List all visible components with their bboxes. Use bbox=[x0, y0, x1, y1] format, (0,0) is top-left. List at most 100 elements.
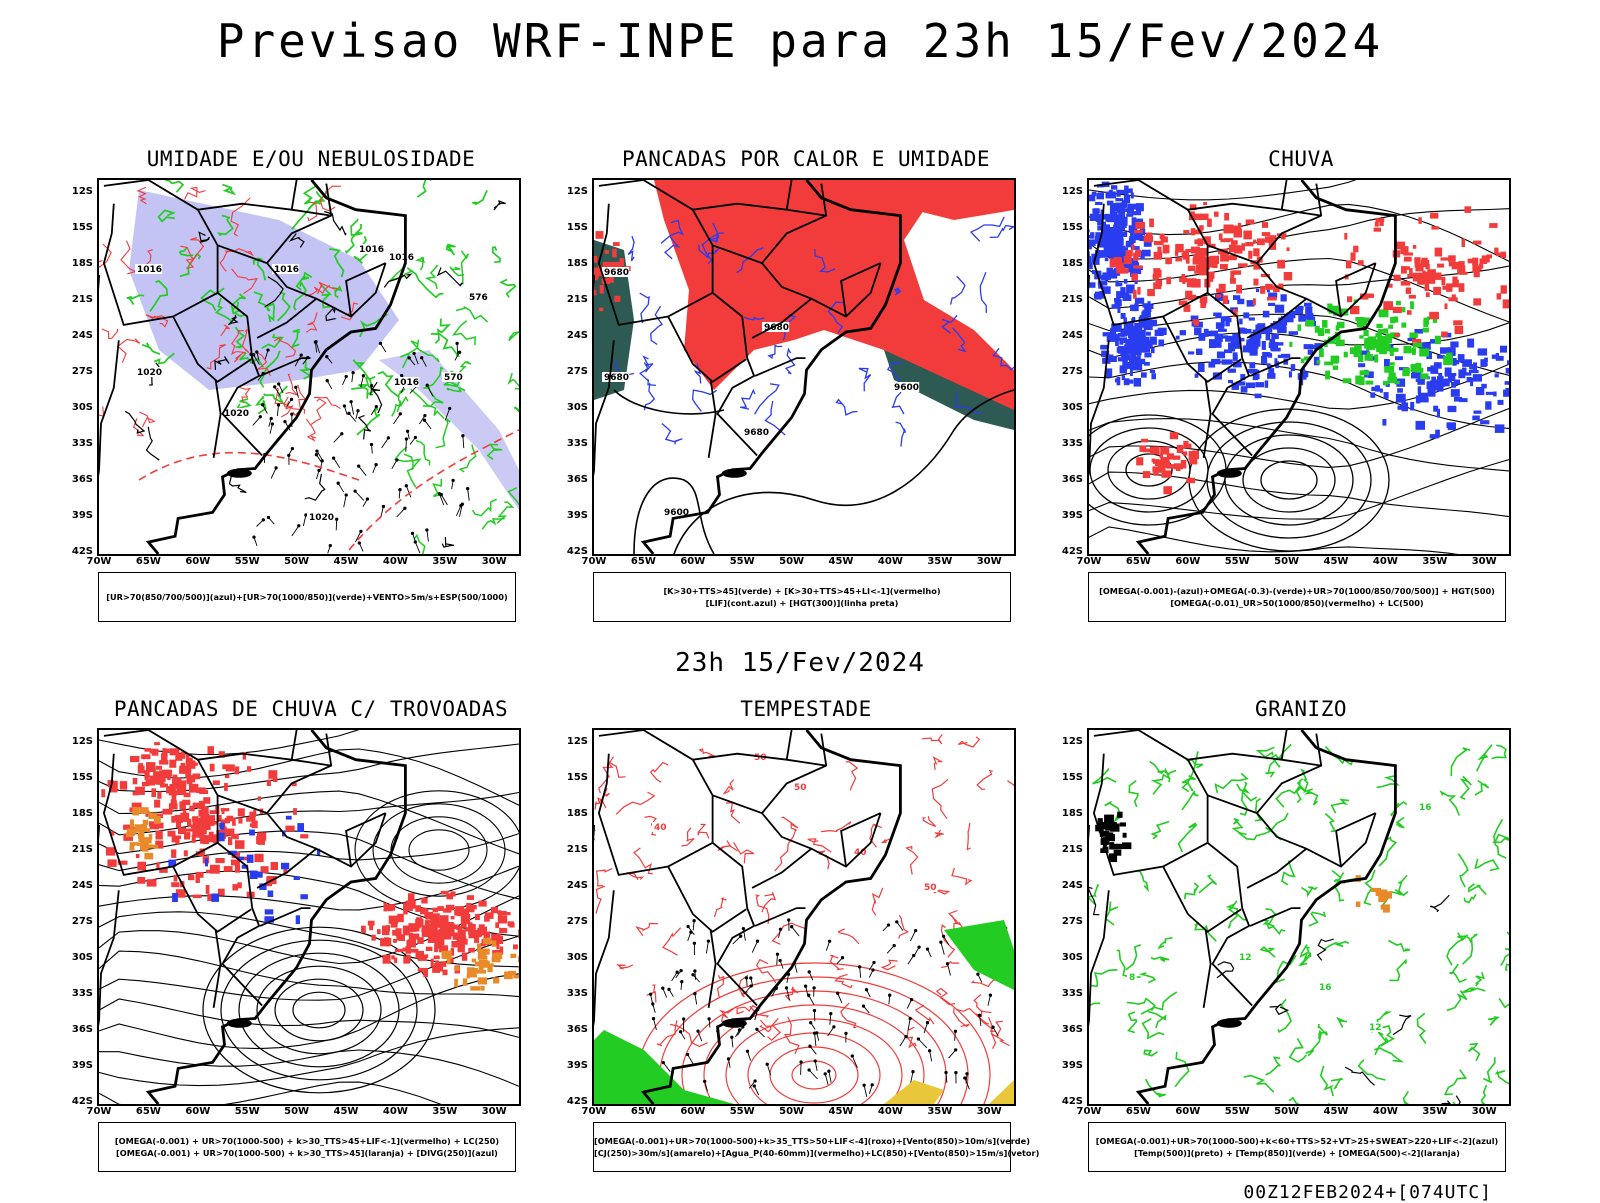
longitude-tick-label: 45W bbox=[821, 1106, 861, 1117]
latitude-tick-label: 15S bbox=[65, 222, 93, 233]
latitude-tick-label: 12S bbox=[65, 736, 93, 747]
contour-label: 1016 bbox=[274, 265, 299, 275]
contour-label: 12 bbox=[1369, 1023, 1382, 1033]
contour-label: 9600 bbox=[894, 383, 919, 393]
panel-legend: [UR>70(850/700/500)](azul)+[UR>70(1000/8… bbox=[98, 572, 516, 622]
contour-label: 9680 bbox=[604, 268, 629, 278]
contour-label: 9680 bbox=[744, 428, 769, 438]
latitude-tick-label: 24S bbox=[560, 330, 588, 341]
latitude-tick-label: 27S bbox=[560, 366, 588, 377]
estuary bbox=[1217, 1019, 1241, 1027]
map-boundaries bbox=[1089, 730, 1395, 1104]
border-line bbox=[668, 867, 746, 932]
longitude-tick-label: 55W bbox=[1217, 1106, 1257, 1117]
latitude-tick-label: 39S bbox=[65, 510, 93, 521]
latitude-tick-label: 18S bbox=[65, 808, 93, 819]
longitude-tick-label: 50W bbox=[277, 1106, 317, 1117]
latitude-tick-label: 33S bbox=[560, 438, 588, 449]
forecast-time-subtitle: 23h 15/Fev/2024 bbox=[0, 648, 1600, 678]
longitude-tick-label: 55W bbox=[227, 1106, 267, 1117]
latitude-tick-label: 36S bbox=[1055, 474, 1083, 485]
map-panel: 1016102010161016102010161020101610165765… bbox=[97, 178, 521, 556]
longitude-tick-label: 65W bbox=[128, 556, 168, 567]
border-line bbox=[1204, 380, 1211, 458]
latitude-tick-label: 24S bbox=[65, 330, 93, 341]
border-line bbox=[1208, 795, 1376, 866]
longitude-tick-label: 60W bbox=[178, 1106, 218, 1117]
legend-line: [Temp(500)](preto) + [Temp(850)](verde) … bbox=[1089, 1147, 1505, 1159]
latitude-tick-label: 18S bbox=[65, 258, 93, 269]
latitude-tick-label: 36S bbox=[560, 474, 588, 485]
latitude-tick-label: 33S bbox=[560, 988, 588, 999]
border-line bbox=[762, 734, 826, 814]
panel-legend: [OMEGA(-0.001)-(azul)+OMEGA(-0.3)-(verde… bbox=[1088, 572, 1506, 622]
temp500-contours bbox=[1089, 887, 1460, 1104]
latitude-tick-label: 27S bbox=[1055, 366, 1083, 377]
border-line bbox=[599, 730, 757, 1006]
jet-yellow-south bbox=[884, 1080, 944, 1104]
longitude-tick-label: 45W bbox=[326, 1106, 366, 1117]
contour-label: 1020 bbox=[137, 368, 162, 378]
latitude-tick-label: 33S bbox=[65, 438, 93, 449]
panel-title: CHUVA bbox=[1091, 147, 1511, 171]
border-line bbox=[787, 730, 792, 760]
panel-title: PANCADAS DE CHUVA C/ TROVOADAS bbox=[101, 697, 521, 721]
latitude-tick-label: 12S bbox=[560, 736, 588, 747]
longitude-tick-label: 60W bbox=[673, 1106, 713, 1117]
longitude-tick-label: 35W bbox=[425, 556, 465, 567]
border-line bbox=[599, 754, 713, 875]
latitude-tick-label: 36S bbox=[560, 1024, 588, 1035]
contour-label: 1020 bbox=[224, 409, 249, 419]
omega-orange-spots bbox=[1356, 875, 1393, 912]
border-line bbox=[1188, 754, 1321, 766]
contour-label: 570 bbox=[444, 373, 463, 383]
border-line bbox=[214, 930, 221, 1008]
map-panel bbox=[97, 728, 521, 1106]
latitude-tick-label: 33S bbox=[1055, 988, 1083, 999]
convective-red-band bbox=[361, 891, 519, 977]
longitude-tick-label: 70W bbox=[79, 1106, 119, 1117]
latitude-tick-label: 30S bbox=[1055, 402, 1083, 413]
longitude-tick-label: 65W bbox=[1118, 1106, 1158, 1117]
estuary bbox=[227, 1019, 251, 1027]
longitude-tick-label: 40W bbox=[1365, 1106, 1405, 1117]
latitude-tick-label: 27S bbox=[560, 916, 588, 927]
latitude-tick-label: 27S bbox=[65, 366, 93, 377]
legend-line: [K>30+TTS>45](verde) + [K>30+TTS>45+LI<-… bbox=[594, 585, 1010, 597]
longitude-tick-label: 60W bbox=[178, 556, 218, 567]
latitude-tick-label: 12S bbox=[65, 186, 93, 197]
divergence-blue bbox=[168, 816, 320, 924]
dashed-thickness-line bbox=[139, 430, 519, 550]
main-title: Previsao WRF-INPE para 23h 15/Fev/2024 bbox=[0, 14, 1600, 68]
border-line bbox=[1250, 908, 1300, 926]
latitude-tick-label: 18S bbox=[1055, 808, 1083, 819]
coastline bbox=[1138, 180, 1395, 554]
contour-label: 1016 bbox=[394, 378, 419, 388]
temp850-contours bbox=[1089, 744, 1509, 1104]
humidity-850-500 bbox=[129, 190, 399, 390]
longitude-tick-label: 40W bbox=[870, 556, 910, 567]
border-line bbox=[1163, 867, 1241, 932]
longitude-tick-label: 35W bbox=[1415, 556, 1455, 567]
longitude-tick-label: 70W bbox=[574, 556, 614, 567]
longitude-tick-label: 70W bbox=[1069, 556, 1109, 567]
latitude-tick-label: 21S bbox=[1055, 844, 1083, 855]
longitude-tick-label: 30W bbox=[474, 556, 514, 567]
map-plot bbox=[99, 730, 519, 1104]
jet-yellow-southeast bbox=[989, 1080, 1014, 1104]
contour-label: 50 bbox=[794, 783, 807, 793]
latitude-tick-label: 21S bbox=[65, 844, 93, 855]
longitude-tick-label: 50W bbox=[772, 1106, 812, 1117]
map-plot: 1016102010161016102010161020101610165765… bbox=[99, 180, 519, 554]
panel-title: UMIDADE E/OU NEBULOSIDADE bbox=[101, 147, 521, 171]
latitude-tick-label: 30S bbox=[560, 952, 588, 963]
latitude-tick-label: 21S bbox=[65, 294, 93, 305]
longitude-tick-label: 40W bbox=[375, 1106, 415, 1117]
legend-line: [CJ(250)>30m/s](amarelo)+[Agua_P(40-60mm… bbox=[594, 1147, 1010, 1159]
latitude-tick-label: 30S bbox=[560, 402, 588, 413]
contour-label: 50 bbox=[754, 753, 767, 763]
latitude-tick-label: 15S bbox=[1055, 222, 1083, 233]
panel-title: TEMPESTADE bbox=[596, 697, 1016, 721]
